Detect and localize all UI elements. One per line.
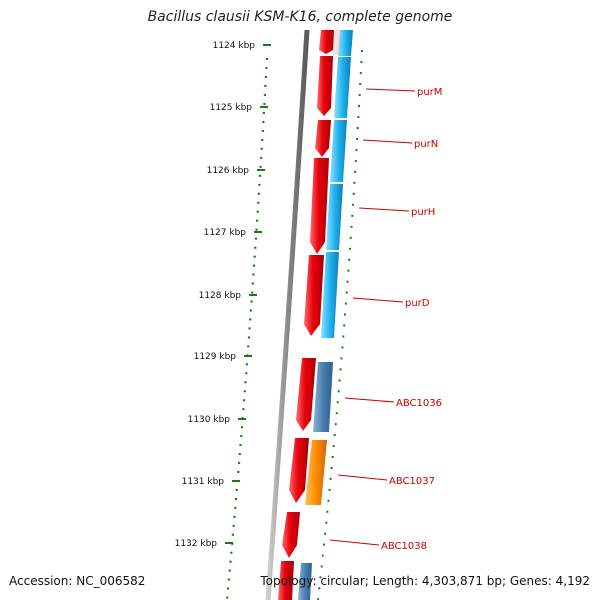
gene-forward-1 <box>319 30 334 54</box>
gene-label-leader <box>362 139 413 144</box>
gene-forward-ABC1037 <box>289 438 309 503</box>
gene-label-ABC1038: ABC1038 <box>381 541 427 552</box>
gene-reverse-3 <box>330 120 347 182</box>
gene-label-leader <box>352 297 404 303</box>
gene-reverse-2 <box>334 57 351 118</box>
gene-label-leader <box>344 397 395 403</box>
ruler-tick-label: 1128 kbp <box>199 291 242 301</box>
gene-forward-purM <box>317 56 333 116</box>
gene-forward-ABC1038 <box>282 512 300 558</box>
gene-forward-last <box>278 561 294 600</box>
ruler-tick-label: 1132 kbp <box>175 539 218 549</box>
gene-forward-purN <box>315 120 331 157</box>
gene-forward-ABC1036 <box>296 358 316 431</box>
reverse-strand <box>298 30 353 600</box>
gene-label-purN: purN <box>414 139 438 150</box>
gene-label-purM: purM <box>417 87 442 98</box>
gene-label-ABC1037: ABC1037 <box>389 476 435 487</box>
gene-label-purD: purD <box>405 298 430 309</box>
gene-label-layer: purM purN purH purD ABC1036 ABC1037 ABC1038 <box>329 87 442 552</box>
gene-label-leader <box>365 88 416 92</box>
genome-backbone <box>265 29 310 600</box>
gene-label-purH: purH <box>411 207 435 218</box>
ruler-tick-label: 1125 kbp <box>210 103 253 113</box>
ruler-tick-label: 1129 kbp <box>194 352 237 362</box>
gene-label-ABC1036: ABC1036 <box>396 398 442 409</box>
ruler-tick-label: 1124 kbp <box>213 41 256 51</box>
ruler-line <box>225 57 269 600</box>
genome-title: Bacillus clausii KSM-K16, complete genom… <box>147 9 453 25</box>
ruler-tick-label: 1127 kbp <box>204 228 247 238</box>
gene-reverse-6 <box>313 362 333 432</box>
ruler-tick-label: 1130 kbp <box>188 415 231 425</box>
accession-info: Accession: NC_006582 <box>9 574 146 588</box>
gene-reverse-1 <box>338 30 353 56</box>
gene-reverse-5 <box>321 252 339 338</box>
gene-forward-purH <box>310 158 329 254</box>
gene-reverse-8 <box>298 563 312 600</box>
ruler-tick-label: 1131 kbp <box>182 477 225 487</box>
ruler-ticks: 1124 kbp 1125 kbp 1126 kbp 1127 kbp 1128 kbp… <box>175 41 271 549</box>
ruler-tick-label: 1126 kbp <box>207 166 250 176</box>
gene-label-leader <box>358 207 410 212</box>
gene-forward-purD <box>304 255 324 336</box>
gene-reverse-4 <box>326 184 343 250</box>
genome-summary: Topology: circular; Length: 4,303,871 bp… <box>260 574 590 588</box>
gene-label-leader <box>329 539 380 546</box>
forward-strand <box>278 30 334 600</box>
gene-reverse-7 <box>305 440 327 505</box>
gene-label-leader <box>337 474 388 481</box>
ruler-line-outer <box>317 49 363 600</box>
